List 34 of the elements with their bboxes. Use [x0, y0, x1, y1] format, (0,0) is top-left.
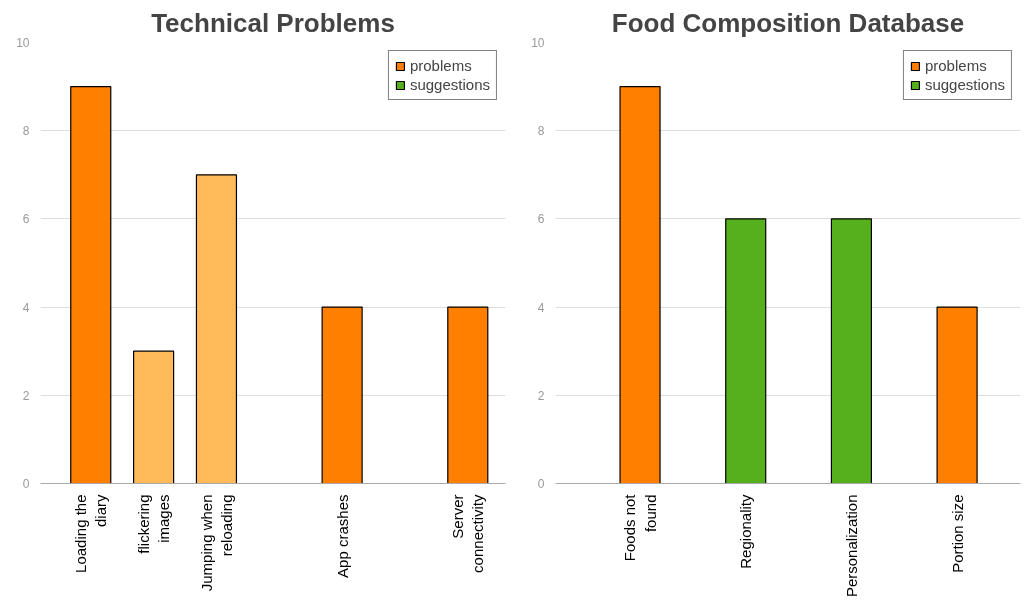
y-tick-label: 6	[22, 212, 30, 227]
bar	[447, 306, 489, 484]
y-tick-label: 8	[22, 124, 30, 139]
legend-label: problems	[409, 57, 472, 74]
bar	[70, 86, 112, 484]
bar	[195, 174, 238, 484]
bar	[133, 350, 175, 484]
x-tick-label: Regionality	[737, 494, 755, 569]
y-tick-label: 0	[537, 477, 545, 491]
y-tick-label: 6	[537, 212, 545, 227]
y-tick-label: 2	[22, 388, 30, 403]
bar	[830, 218, 873, 484]
bar	[725, 218, 767, 484]
bar	[619, 86, 661, 484]
y-tick-label: 10	[531, 36, 545, 50]
y-tick-label: 2	[537, 388, 545, 403]
x-tick-label: Foods not found	[621, 493, 659, 562]
bar	[321, 306, 363, 484]
chart-title: Food Composition Database	[611, 7, 965, 38]
x-tick-label: App crashes	[333, 494, 351, 578]
legend-label: problems	[924, 57, 987, 74]
legend-label: suggestions	[409, 76, 490, 93]
bar	[936, 306, 978, 484]
x-tick-label: Portion size	[948, 494, 966, 573]
legend-label: suggestions	[924, 76, 1005, 93]
y-tick-label: 8	[537, 124, 545, 139]
y-tick-label: 0	[22, 477, 30, 491]
x-tick-label: Loading the diary	[72, 494, 110, 573]
x-tick-label: Personalization	[842, 494, 860, 598]
y-tick-label: 4	[537, 300, 545, 315]
x-tick-label: Server connectivity	[449, 494, 487, 573]
y-tick-label: 10	[16, 36, 30, 50]
y-tick-label: 4	[22, 300, 30, 315]
chart-title: Technical Problems	[151, 7, 395, 38]
